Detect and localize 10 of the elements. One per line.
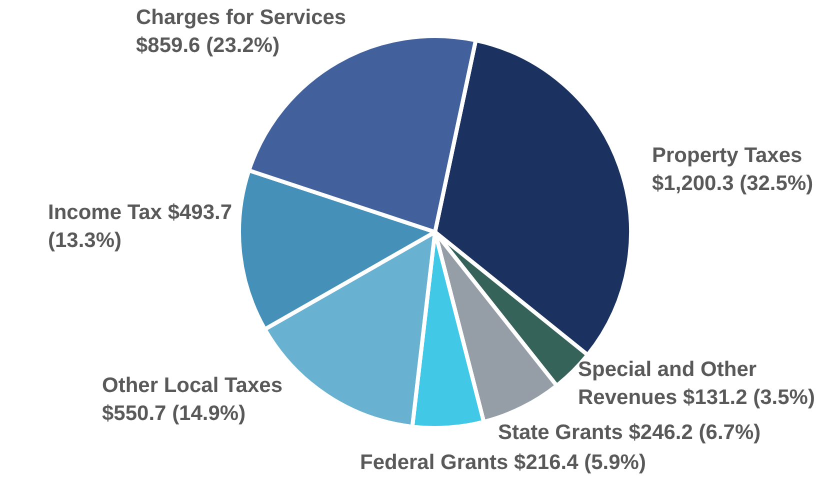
data-label: $550.7 (14.9%) <box>102 402 246 425</box>
slice-label: Special and Other Revenues $131.2 (3.5%) <box>578 357 816 411</box>
slice-label: Federal Grants $216.4 (5.9%) <box>360 450 646 476</box>
slice-label: Other Local Taxes <box>102 374 283 397</box>
data-label: $859.6 (23.2%) <box>136 34 280 57</box>
slice-label: Charges for Services <box>136 6 346 29</box>
slice-label: Income Tax $493.7 (13.3%) <box>48 200 234 254</box>
slice-label: State Grants $246.2 (6.7%) <box>498 420 761 446</box>
data-label: $1,200.3 (32.5%) <box>652 172 814 195</box>
slice-label: Property Taxes <box>652 144 802 167</box>
